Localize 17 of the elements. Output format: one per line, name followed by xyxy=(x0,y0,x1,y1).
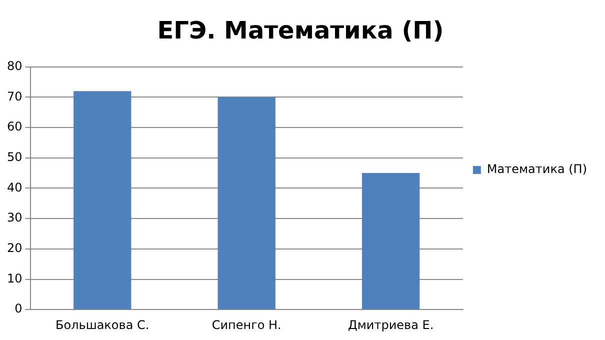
bar xyxy=(362,173,420,310)
x-tick-label: Дмитриева Е. xyxy=(348,318,434,332)
y-tick-label: 40 xyxy=(6,180,22,194)
y-tick-label: 70 xyxy=(6,89,22,104)
bar xyxy=(74,91,132,310)
y-tick-label: 50 xyxy=(6,150,22,164)
bar xyxy=(218,97,276,310)
legend-label: Математика (П) xyxy=(486,162,587,176)
x-tick-label: Сипенго Н. xyxy=(212,318,282,332)
y-tick-label: 30 xyxy=(6,210,22,225)
y-tick-label: 20 xyxy=(6,241,22,256)
y-tick-label: 0 xyxy=(14,302,22,316)
y-tick-label: 10 xyxy=(6,271,22,286)
y-tick-label: 60 xyxy=(6,120,22,134)
x-tick-label: Большакова С. xyxy=(56,318,150,332)
chart-title: ЕГЭ. Математика (П) xyxy=(157,16,444,45)
y-tick-label: 80 xyxy=(6,58,22,73)
